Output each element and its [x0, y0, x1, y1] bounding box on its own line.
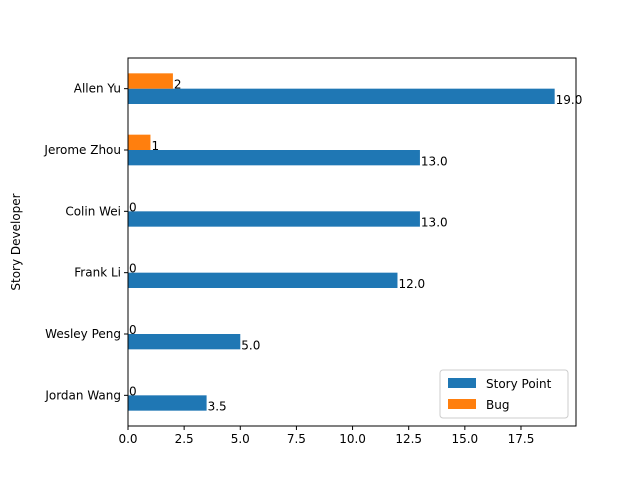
bar-labels-layer: 3.5 0 5.0 0 12.0 0 13.0 0 13.0 1 19.0 2	[129, 78, 582, 414]
bar-label-bug: 2	[174, 78, 182, 92]
x-tick-label: 17.5	[508, 432, 535, 446]
legend: Story Point Bug	[439, 369, 569, 419]
legend-swatch	[448, 378, 476, 388]
bar-label-bug: 1	[151, 139, 159, 153]
x-tick-label: 0.0	[118, 432, 137, 446]
legend-label: Bug	[486, 398, 509, 412]
bar-label-story-point: 13.0	[421, 216, 448, 230]
bar-story-point	[128, 334, 241, 350]
bar-bug	[128, 134, 151, 150]
bar-label-story-point: 12.0	[398, 277, 425, 291]
bar-story-point	[128, 272, 398, 288]
bar-label-bug: 0	[129, 200, 137, 214]
legend-swatch	[448, 399, 476, 409]
y-tick-label: Wesley Peng	[45, 327, 121, 341]
axes-frame	[127, 57, 577, 427]
y-tick-label: Colin Wei	[65, 204, 121, 218]
x-tick-label: 2.5	[175, 432, 194, 446]
x-tick-label: 5.0	[231, 432, 250, 446]
bar-label-story-point: 13.0	[421, 154, 448, 168]
x-tick-label: 10.0	[339, 432, 366, 446]
y-tick-label: Frank Li	[74, 266, 121, 280]
x-axis-ticks: 0.0 2.5 5.0 7.5 10.0 12.5 15.0 17.5	[118, 426, 534, 446]
legend-label: Story Point	[486, 377, 552, 391]
bar-label-story-point: 5.0	[241, 338, 260, 352]
y-tick-label: Jerome Zhou	[43, 143, 121, 157]
bar-label-bug: 0	[129, 262, 137, 276]
bar-bug	[128, 73, 173, 89]
bar-label-story-point: 3.5	[208, 400, 227, 414]
y-tick-label: Jordan Wang	[44, 388, 121, 402]
bar-story-point	[128, 211, 420, 227]
bar-story-point	[128, 395, 207, 411]
x-tick-label: 15.0	[451, 432, 478, 446]
bar-story-point	[128, 150, 420, 166]
x-tick-label: 12.5	[395, 432, 422, 446]
bar-label-story-point: 19.0	[556, 93, 583, 107]
plot-area	[128, 58, 576, 426]
y-axis-ticks: Jordan Wang Wesley Peng Frank Li Colin Wei J…	[43, 82, 128, 402]
bar-label-bug: 0	[129, 323, 137, 337]
x-tick-label: 7.5	[287, 432, 306, 446]
y-axis-label: Story Developer	[9, 193, 23, 290]
bar-story-point	[128, 88, 555, 104]
y-tick-label: Allen Yu	[74, 82, 121, 96]
bars-layer	[128, 73, 555, 411]
bar-label-bug: 0	[129, 384, 137, 398]
